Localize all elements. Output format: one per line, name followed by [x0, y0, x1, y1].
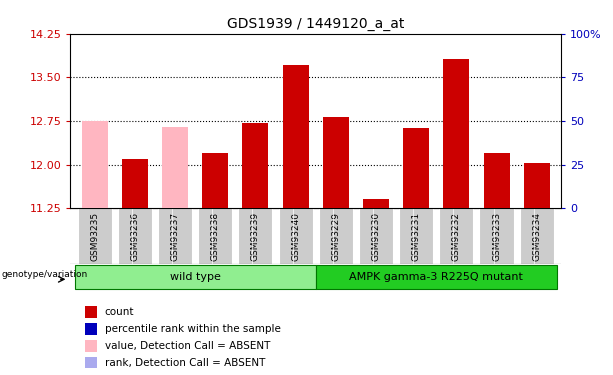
- Text: genotype/variation: genotype/variation: [1, 270, 88, 279]
- Title: GDS1939 / 1449120_a_at: GDS1939 / 1449120_a_at: [227, 17, 405, 32]
- Bar: [242, 123, 268, 208]
- Bar: [479, 208, 514, 264]
- Bar: [322, 117, 349, 208]
- Text: GSM93231: GSM93231: [412, 211, 421, 261]
- Text: GSM93232: GSM93232: [452, 212, 461, 261]
- Text: GSM93234: GSM93234: [532, 212, 541, 261]
- Bar: [162, 127, 188, 208]
- Bar: [484, 153, 509, 208]
- Bar: [202, 153, 228, 208]
- Bar: [316, 265, 557, 289]
- Bar: [363, 200, 389, 208]
- Text: percentile rank within the sample: percentile rank within the sample: [105, 324, 281, 334]
- Bar: [403, 129, 429, 208]
- Text: GSM93230: GSM93230: [371, 211, 381, 261]
- Text: GSM93238: GSM93238: [211, 211, 219, 261]
- Bar: [278, 208, 313, 264]
- Text: value, Detection Call = ABSENT: value, Detection Call = ABSENT: [105, 341, 270, 351]
- Text: GSM93229: GSM93229: [331, 212, 340, 261]
- Bar: [520, 208, 554, 264]
- Text: GSM93239: GSM93239: [251, 211, 260, 261]
- Bar: [85, 340, 97, 352]
- Bar: [440, 208, 473, 264]
- Bar: [198, 208, 232, 264]
- Text: wild type: wild type: [170, 272, 221, 282]
- Bar: [122, 159, 148, 208]
- Bar: [85, 357, 97, 369]
- Bar: [85, 306, 97, 318]
- Bar: [524, 164, 550, 208]
- Text: AMPK gamma-3 R225Q mutant: AMPK gamma-3 R225Q mutant: [349, 272, 524, 282]
- Bar: [399, 208, 433, 264]
- Bar: [283, 64, 309, 208]
- Bar: [85, 323, 97, 335]
- Bar: [158, 208, 192, 264]
- Bar: [75, 265, 316, 289]
- Bar: [77, 208, 112, 264]
- Bar: [82, 121, 108, 208]
- Text: rank, Detection Call = ABSENT: rank, Detection Call = ABSENT: [105, 358, 265, 368]
- Text: GSM93237: GSM93237: [170, 211, 180, 261]
- Bar: [238, 208, 273, 264]
- Bar: [359, 208, 393, 264]
- Bar: [443, 59, 470, 208]
- Text: GSM93233: GSM93233: [492, 211, 501, 261]
- Text: GSM93240: GSM93240: [291, 212, 300, 261]
- Text: GSM93236: GSM93236: [131, 211, 139, 261]
- Bar: [118, 208, 152, 264]
- Bar: [319, 208, 353, 264]
- Text: GSM93235: GSM93235: [90, 211, 99, 261]
- Text: count: count: [105, 307, 134, 317]
